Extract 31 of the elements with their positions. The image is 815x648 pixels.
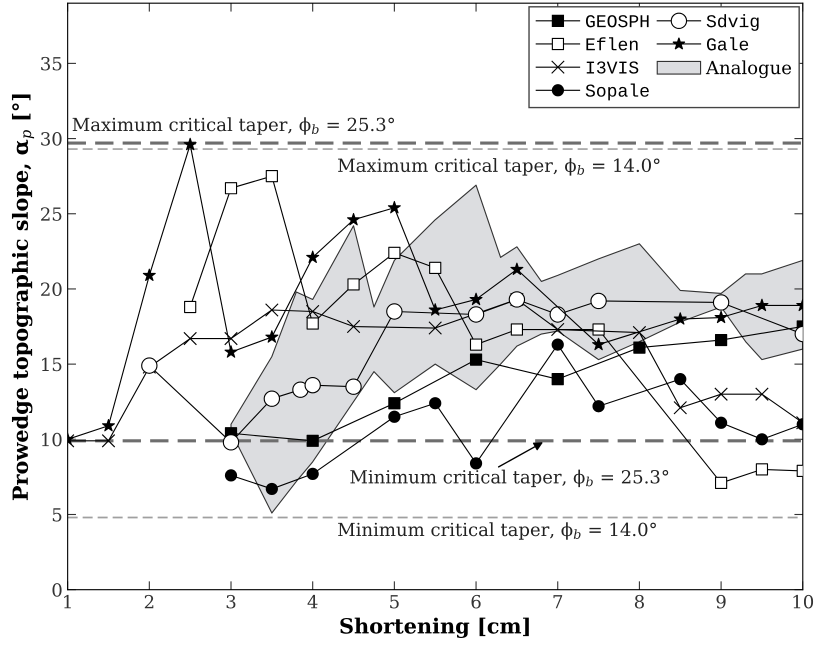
- x-tick-label: 9: [716, 594, 726, 609]
- x-tick-label: 2: [144, 594, 154, 608]
- legend-label: Analogue: [706, 60, 792, 78]
- legend-label: I3VIS: [586, 61, 638, 74]
- y-axis-title: Prowedge topographic slope, α$_{p}$ [°]: [12, 94, 34, 500]
- legend-label: Sopale: [586, 84, 649, 100]
- annotation: Minimum critical taper, ϕ$_{b}$ = 14.0°: [338, 522, 656, 540]
- x-tick-label: 1: [64, 594, 71, 608]
- x-tick-label: 7: [554, 595, 562, 608]
- y-tick-label: 10: [42, 432, 62, 446]
- legend-label: Eflen: [586, 37, 638, 50]
- y-tick-label: 20: [41, 282, 62, 296]
- legend-label: Gale: [706, 37, 748, 50]
- x-tick-label: 10: [793, 594, 814, 609]
- annotation: Minimum critical taper, ϕ$_{b}$ = 25.3°: [350, 470, 668, 488]
- y-tick-label: 0: [52, 583, 62, 597]
- y-tick-label: 35: [41, 56, 62, 71]
- annotation: Maximum critical taper, ϕ$_{b}$ = 14.0°: [338, 158, 660, 176]
- x-tick-label: 3: [226, 594, 236, 609]
- x-tick-label: 6: [472, 594, 481, 609]
- x-tick-label: 8: [634, 594, 644, 609]
- legend-label: GEOSPH: [586, 15, 649, 28]
- annotation: Maximum critical taper, ϕ$_{b}$ = 25.3°: [72, 117, 394, 135]
- x-tick-label: 5: [390, 595, 399, 609]
- y-tick-label: 5: [52, 508, 62, 522]
- y-tick-label: 25: [41, 207, 62, 221]
- x-axis-title: Shortening [cm]: [340, 618, 529, 638]
- legend-label: Sdvig: [706, 14, 759, 31]
- y-tick-label: 15: [42, 358, 62, 372]
- y-tick-label: 30: [41, 132, 62, 146]
- x-tick-label: 4: [308, 594, 318, 608]
